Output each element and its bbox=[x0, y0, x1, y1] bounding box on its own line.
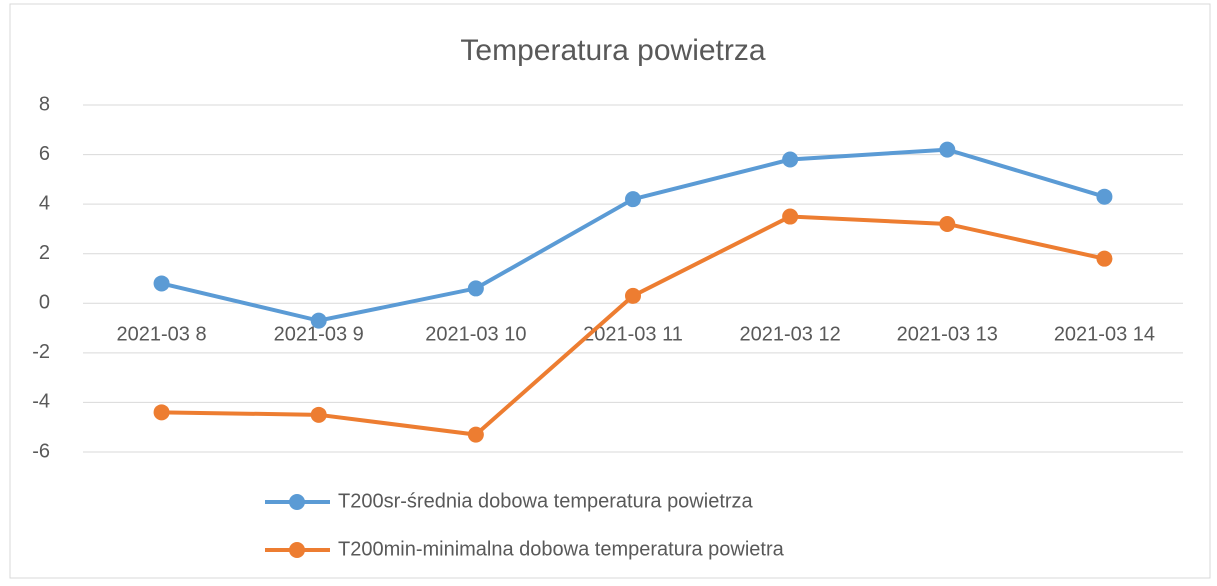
y-tick-label: 6 bbox=[39, 143, 50, 165]
data-point bbox=[467, 426, 484, 443]
y-tick-label: 4 bbox=[39, 192, 50, 214]
data-point bbox=[310, 312, 327, 329]
y-tick-label: -6 bbox=[32, 440, 50, 462]
data-point bbox=[153, 275, 170, 292]
y-tick-label: 8 bbox=[39, 93, 50, 115]
data-point bbox=[782, 151, 799, 168]
chart-border bbox=[9, 3, 1211, 579]
data-point bbox=[310, 406, 327, 423]
legend-marker bbox=[289, 542, 305, 558]
data-point bbox=[1096, 188, 1113, 205]
data-point bbox=[467, 280, 484, 297]
y-tick-label: -4 bbox=[32, 391, 50, 413]
x-tick-label: 2021-03 10 bbox=[425, 324, 526, 346]
chart-title: Temperatura powietrza bbox=[460, 34, 765, 67]
legend-label: T200sr-średnia dobowa temperatura powiet… bbox=[338, 490, 754, 512]
x-tick-label: 2021-03 13 bbox=[897, 324, 998, 346]
data-point bbox=[939, 215, 956, 232]
data-point bbox=[625, 287, 641, 304]
y-tick-label: 2 bbox=[39, 242, 50, 264]
data-point bbox=[625, 191, 641, 208]
y-tick-label: 0 bbox=[39, 292, 50, 314]
x-tick-label: 2021-03 12 bbox=[740, 324, 841, 346]
data-point bbox=[782, 208, 799, 225]
data-point bbox=[939, 141, 956, 158]
data-point bbox=[153, 404, 170, 421]
legend-label: T200min-minimalna dobowa temperatura pow… bbox=[338, 538, 785, 560]
x-tick-label: 2021-03 9 bbox=[274, 324, 364, 346]
y-tick-label: -2 bbox=[32, 341, 50, 363]
data-point bbox=[1096, 250, 1113, 267]
x-tick-label: 2021-03 8 bbox=[117, 324, 207, 346]
x-tick-label: 2021-03 14 bbox=[1054, 324, 1155, 346]
legend-marker bbox=[289, 494, 305, 510]
x-tick-label: 2021-03 11 bbox=[583, 324, 683, 346]
